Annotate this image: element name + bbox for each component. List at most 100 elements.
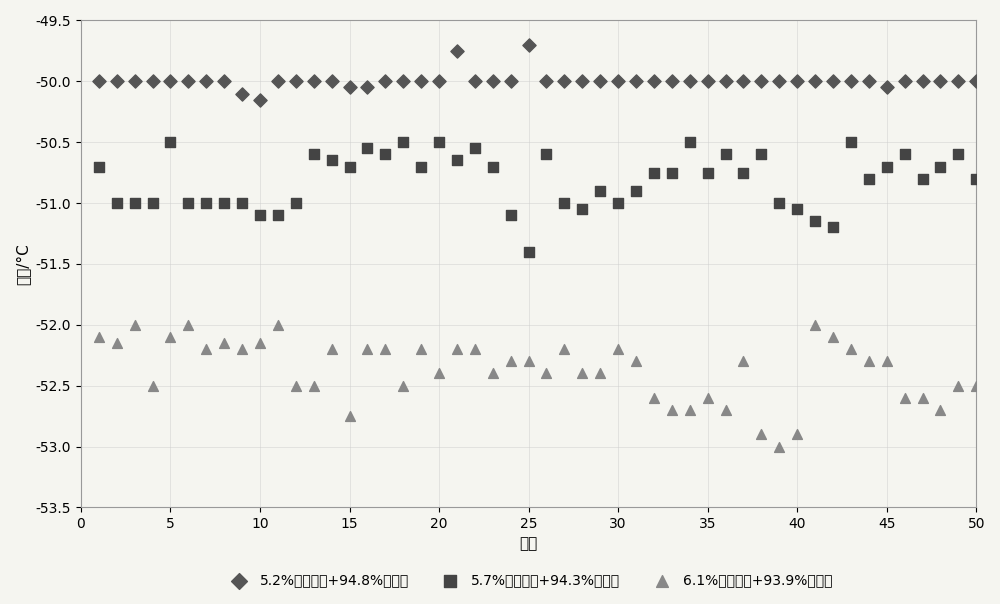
6.1%膨胀石墨+93.9%正己醇 <box>252 338 268 348</box>
5.2%膨胀石墨+94.8%正己醇 <box>556 77 572 86</box>
5.7%膨胀石墨+94.3%正己醇 <box>234 198 250 208</box>
5.2%膨胀石墨+94.8%正己醇 <box>843 77 859 86</box>
5.2%膨胀石墨+94.8%正己醇 <box>91 77 107 86</box>
6.1%膨胀石墨+93.9%正己醇 <box>521 356 537 366</box>
6.1%膨胀石墨+93.9%正己醇 <box>610 344 626 354</box>
5.2%膨胀石墨+94.8%正己醇 <box>162 77 178 86</box>
5.2%膨胀石墨+94.8%正己醇 <box>915 77 931 86</box>
5.2%膨胀石墨+94.8%正己醇 <box>825 77 841 86</box>
5.2%膨胀石墨+94.8%正己醇 <box>807 77 823 86</box>
6.1%膨胀石墨+93.9%正己醇 <box>861 356 877 366</box>
6.1%膨胀石墨+93.9%正己醇 <box>395 381 411 390</box>
5.2%膨胀石墨+94.8%正己醇 <box>216 77 232 86</box>
5.7%膨胀石墨+94.3%正己醇 <box>592 186 608 196</box>
Y-axis label: 温度/°C: 温度/°C <box>15 243 30 285</box>
5.7%膨胀石墨+94.3%正己醇 <box>270 210 286 220</box>
5.7%膨胀石墨+94.3%正己醇 <box>538 150 554 159</box>
5.2%膨胀石墨+94.8%正己醇 <box>771 77 787 86</box>
5.7%膨胀石墨+94.3%正己醇 <box>449 156 465 165</box>
6.1%膨胀石墨+93.9%正己醇 <box>91 332 107 342</box>
5.2%膨胀石墨+94.8%正己醇 <box>342 83 358 92</box>
5.2%膨胀石墨+94.8%正己醇 <box>467 77 483 86</box>
5.2%膨胀石墨+94.8%正己醇 <box>879 83 895 92</box>
6.1%膨胀石墨+93.9%正己醇 <box>503 356 519 366</box>
5.7%膨胀石墨+94.3%正己醇 <box>216 198 232 208</box>
6.1%膨胀石墨+93.9%正己醇 <box>664 405 680 415</box>
5.7%膨胀石墨+94.3%正己醇 <box>718 150 734 159</box>
5.2%膨胀石墨+94.8%正己醇 <box>682 77 698 86</box>
6.1%膨胀石墨+93.9%正己醇 <box>449 344 465 354</box>
5.2%膨胀石墨+94.8%正己醇 <box>521 40 537 50</box>
5.7%膨胀石墨+94.3%正己醇 <box>843 137 859 147</box>
6.1%膨胀石墨+93.9%正己醇 <box>682 405 698 415</box>
6.1%膨胀石墨+93.9%正己醇 <box>592 368 608 378</box>
6.1%膨胀石墨+93.9%正己醇 <box>109 338 125 348</box>
5.7%膨胀石墨+94.3%正己醇 <box>288 198 304 208</box>
5.7%膨胀石墨+94.3%正己醇 <box>861 174 877 184</box>
6.1%膨胀石墨+93.9%正己醇 <box>950 381 966 390</box>
6.1%膨胀石墨+93.9%正己醇 <box>807 320 823 330</box>
5.7%膨胀石墨+94.3%正己醇 <box>700 168 716 178</box>
5.2%膨胀石墨+94.8%正己醇 <box>646 77 662 86</box>
5.2%膨胀石墨+94.8%正己醇 <box>897 77 913 86</box>
5.2%膨胀石墨+94.8%正己醇 <box>127 77 143 86</box>
5.2%膨胀石墨+94.8%正己醇 <box>789 77 805 86</box>
5.7%膨胀石墨+94.3%正己醇 <box>879 162 895 172</box>
5.7%膨胀石墨+94.3%正己醇 <box>735 168 751 178</box>
5.7%膨胀石墨+94.3%正己醇 <box>897 150 913 159</box>
6.1%膨胀石墨+93.9%正己醇 <box>556 344 572 354</box>
5.7%膨胀石墨+94.3%正己醇 <box>180 198 196 208</box>
5.7%膨胀石墨+94.3%正己醇 <box>431 137 447 147</box>
5.7%膨胀石墨+94.3%正己醇 <box>109 198 125 208</box>
5.7%膨胀石墨+94.3%正己醇 <box>771 198 787 208</box>
6.1%膨胀石墨+93.9%正己醇 <box>932 405 948 415</box>
5.2%膨胀石墨+94.8%正己醇 <box>538 77 554 86</box>
6.1%膨胀石墨+93.9%正己醇 <box>377 344 393 354</box>
6.1%膨胀石墨+93.9%正己醇 <box>843 344 859 354</box>
5.7%膨胀石墨+94.3%正己醇 <box>162 137 178 147</box>
6.1%膨胀石墨+93.9%正己醇 <box>270 320 286 330</box>
5.2%膨胀石墨+94.8%正己醇 <box>252 95 268 104</box>
5.7%膨胀石墨+94.3%正己醇 <box>342 162 358 172</box>
5.2%膨胀石墨+94.8%正己醇 <box>753 77 769 86</box>
5.7%膨胀石墨+94.3%正己醇 <box>628 186 644 196</box>
6.1%膨胀石墨+93.9%正己醇 <box>216 338 232 348</box>
6.1%膨胀石墨+93.9%正己醇 <box>413 344 429 354</box>
6.1%膨胀石墨+93.9%正己醇 <box>180 320 196 330</box>
5.7%膨胀石墨+94.3%正己醇 <box>521 247 537 257</box>
5.7%膨胀石墨+94.3%正己醇 <box>145 198 161 208</box>
5.2%膨胀石墨+94.8%正己醇 <box>413 77 429 86</box>
5.2%膨胀石墨+94.8%正己醇 <box>574 77 590 86</box>
5.7%膨胀石墨+94.3%正己醇 <box>395 137 411 147</box>
5.2%膨胀石墨+94.8%正己醇 <box>377 77 393 86</box>
6.1%膨胀石墨+93.9%正己醇 <box>485 368 501 378</box>
6.1%膨胀石墨+93.9%正己醇 <box>324 344 340 354</box>
5.2%膨胀石墨+94.8%正己醇 <box>664 77 680 86</box>
6.1%膨胀石墨+93.9%正己醇 <box>825 332 841 342</box>
5.2%膨胀石墨+94.8%正己醇 <box>109 77 125 86</box>
6.1%膨胀石墨+93.9%正己醇 <box>915 393 931 403</box>
5.2%膨胀石墨+94.8%正己醇 <box>270 77 286 86</box>
5.7%膨胀石墨+94.3%正己醇 <box>91 162 107 172</box>
5.7%膨胀石墨+94.3%正己醇 <box>467 144 483 153</box>
5.2%膨胀石墨+94.8%正己醇 <box>700 77 716 86</box>
5.7%膨胀石墨+94.3%正己醇 <box>306 150 322 159</box>
5.7%膨胀石墨+94.3%正己醇 <box>968 174 984 184</box>
5.7%膨胀石墨+94.3%正己醇 <box>377 150 393 159</box>
5.7%膨胀石墨+94.3%正己醇 <box>753 150 769 159</box>
6.1%膨胀石墨+93.9%正己醇 <box>359 344 375 354</box>
5.2%膨胀石墨+94.8%正己醇 <box>485 77 501 86</box>
5.2%膨胀石墨+94.8%正己醇 <box>968 77 984 86</box>
5.2%膨胀石墨+94.8%正己醇 <box>950 77 966 86</box>
5.7%膨胀石墨+94.3%正己醇 <box>825 223 841 233</box>
5.2%膨胀石墨+94.8%正己醇 <box>306 77 322 86</box>
6.1%膨胀石墨+93.9%正己醇 <box>574 368 590 378</box>
5.7%膨胀石墨+94.3%正己醇 <box>324 156 340 165</box>
6.1%膨胀石墨+93.9%正己醇 <box>162 332 178 342</box>
6.1%膨胀石墨+93.9%正己醇 <box>127 320 143 330</box>
5.7%膨胀石墨+94.3%正己醇 <box>556 198 572 208</box>
5.7%膨胀石墨+94.3%正己醇 <box>127 198 143 208</box>
5.7%膨胀石墨+94.3%正己醇 <box>359 144 375 153</box>
5.2%膨胀石墨+94.8%正己醇 <box>431 77 447 86</box>
5.7%膨胀石墨+94.3%正己醇 <box>610 198 626 208</box>
